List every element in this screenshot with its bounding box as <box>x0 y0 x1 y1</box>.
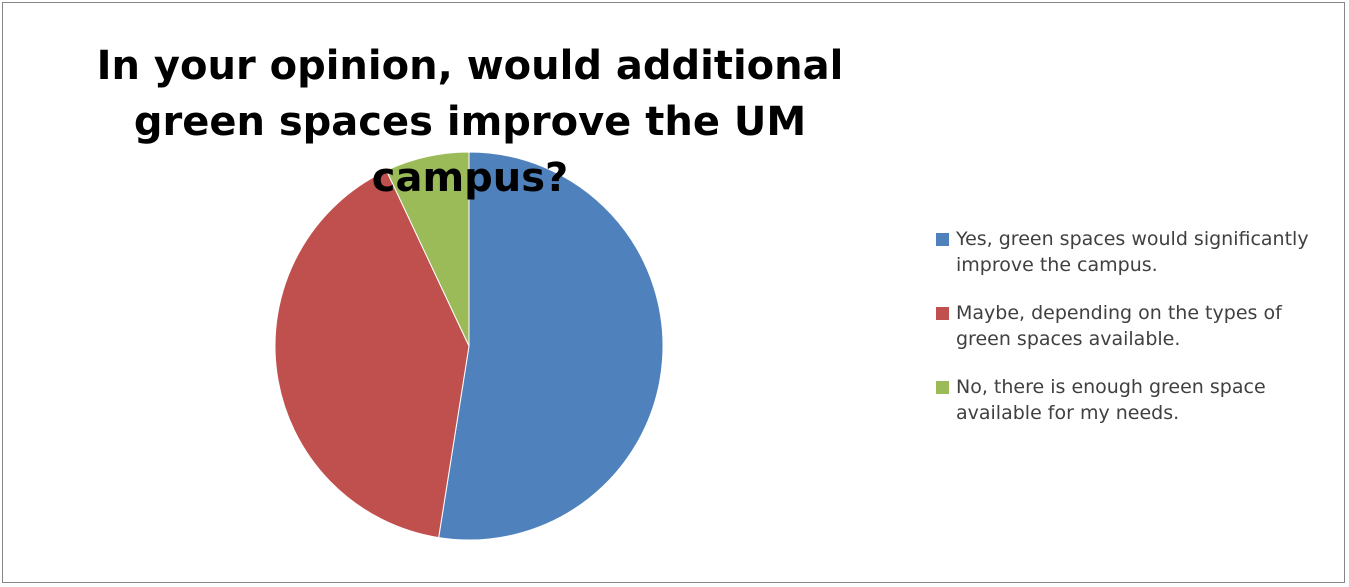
pie-slice-maybe <box>274 169 470 539</box>
pie-slice-no <box>385 151 470 347</box>
legend-label-no: No, there is enough green space availabl… <box>956 376 1266 424</box>
legend-label-maybe: Maybe, depending on the types of green s… <box>956 302 1282 350</box>
legend-label-yes: Yes, green spaces would significantly im… <box>956 228 1309 276</box>
pie-slice-yes <box>438 151 664 541</box>
chart-title: In your opinion, would additional green … <box>96 43 844 201</box>
legend: Yes, green spaces would significantly im… <box>936 226 1336 448</box>
pie-slices <box>274 151 664 541</box>
legend-item-no: No, there is enough green space availabl… <box>936 374 1336 426</box>
legend-item-maybe: Maybe, depending on the types of green s… <box>936 300 1336 352</box>
legend-swatch-maybe <box>936 307 949 320</box>
legend-item-yes: Yes, green spaces would significantly im… <box>936 226 1336 278</box>
legend-swatch-no <box>936 381 949 394</box>
legend-swatch-yes <box>936 233 949 246</box>
